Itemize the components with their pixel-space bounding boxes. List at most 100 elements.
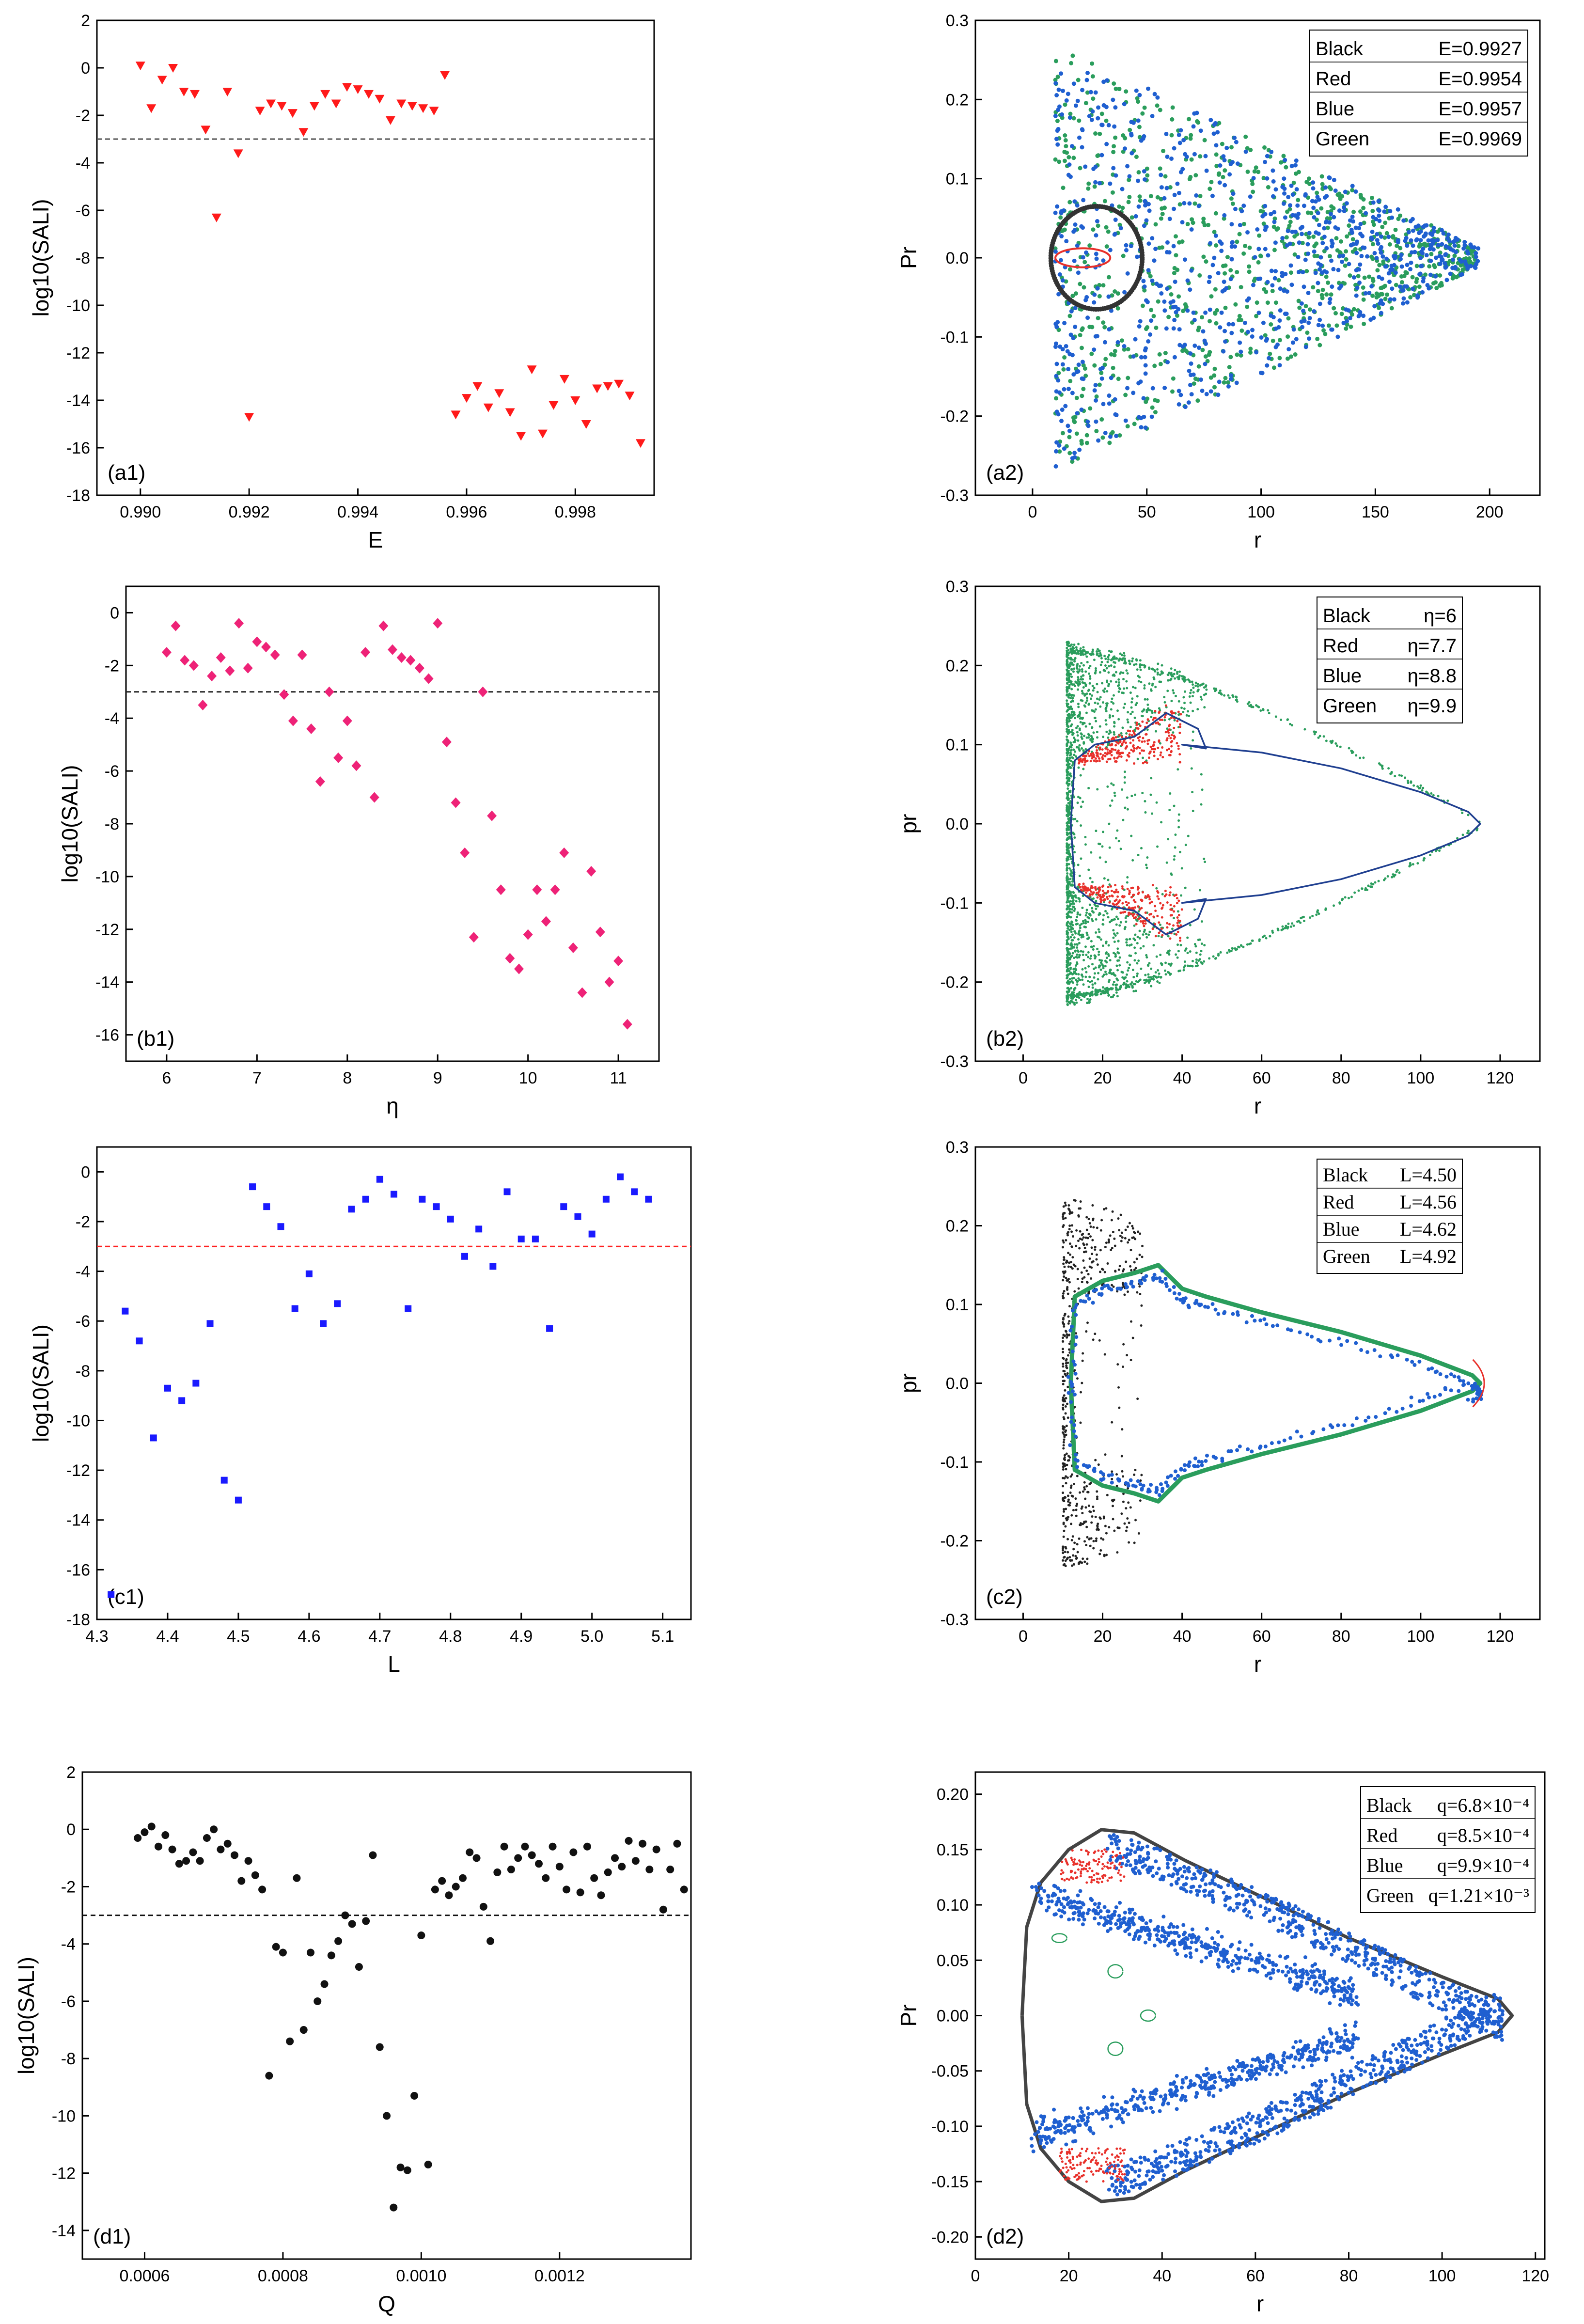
section-point bbox=[1173, 711, 1176, 714]
section-point bbox=[1170, 872, 1173, 875]
section-point bbox=[1243, 149, 1248, 154]
section-point bbox=[1311, 205, 1316, 210]
section-point bbox=[1174, 310, 1178, 314]
section-point bbox=[1079, 717, 1082, 720]
section-point bbox=[1305, 242, 1310, 247]
section-point bbox=[1101, 845, 1104, 848]
section-point bbox=[1056, 371, 1061, 376]
section-point bbox=[1167, 838, 1170, 841]
section-point bbox=[1129, 725, 1132, 728]
section-point bbox=[1086, 934, 1089, 937]
section-point bbox=[1177, 327, 1182, 332]
section-point bbox=[1204, 259, 1208, 264]
section-point bbox=[1251, 189, 1255, 194]
section-point bbox=[1149, 414, 1154, 419]
data-point bbox=[673, 1839, 681, 1848]
section-point bbox=[1272, 276, 1277, 281]
section-point bbox=[1145, 956, 1148, 959]
section-point bbox=[1148, 194, 1153, 199]
section-point bbox=[1083, 164, 1088, 169]
section-point bbox=[1094, 757, 1097, 760]
section-point bbox=[1258, 254, 1263, 259]
section-point bbox=[1076, 953, 1079, 956]
section-point bbox=[1362, 321, 1366, 326]
section-point bbox=[1128, 127, 1132, 132]
section-point bbox=[1132, 989, 1135, 992]
section-point bbox=[1295, 203, 1300, 208]
section-point bbox=[1476, 246, 1481, 251]
section-point bbox=[1208, 319, 1212, 324]
section-point bbox=[1237, 232, 1242, 236]
section-point bbox=[1087, 736, 1090, 739]
section-point bbox=[1106, 123, 1111, 127]
section-point bbox=[1229, 222, 1234, 227]
section-point bbox=[1169, 156, 1174, 161]
section-point bbox=[1182, 343, 1187, 347]
section-point bbox=[1289, 164, 1294, 169]
data-point bbox=[161, 1831, 170, 1839]
section-point bbox=[1112, 694, 1115, 697]
data-point bbox=[419, 1195, 426, 1203]
y-tick-label: -8 bbox=[76, 249, 90, 267]
section-point bbox=[1384, 256, 1389, 261]
section-point bbox=[1066, 933, 1068, 936]
data-point bbox=[493, 1868, 502, 1876]
section-point bbox=[1066, 710, 1068, 713]
section-point bbox=[1163, 895, 1166, 897]
section-point bbox=[1085, 419, 1090, 424]
section-point bbox=[1332, 177, 1336, 182]
section-point bbox=[1165, 286, 1170, 291]
section-point bbox=[1361, 205, 1366, 210]
section-point bbox=[1091, 963, 1094, 966]
section-point bbox=[1261, 936, 1264, 939]
section-point bbox=[1053, 113, 1058, 118]
section-point bbox=[1107, 665, 1110, 668]
section-point bbox=[1311, 914, 1314, 917]
data-point bbox=[161, 647, 172, 658]
section-point bbox=[1350, 184, 1355, 188]
section-point bbox=[1439, 281, 1444, 285]
section-point bbox=[1067, 911, 1070, 913]
section-point bbox=[1233, 302, 1238, 307]
section-point bbox=[1259, 335, 1264, 340]
section-point bbox=[1078, 942, 1081, 944]
section-point bbox=[1190, 747, 1192, 750]
section-point bbox=[1164, 731, 1167, 734]
section-point bbox=[1428, 231, 1433, 236]
section-point bbox=[1305, 330, 1310, 335]
section-point bbox=[1291, 327, 1296, 332]
section-point bbox=[1136, 974, 1139, 977]
section-point bbox=[1210, 263, 1215, 267]
section-point bbox=[1081, 885, 1084, 888]
section-point bbox=[1098, 958, 1101, 961]
section-point bbox=[1097, 702, 1099, 705]
section-point bbox=[1085, 911, 1088, 914]
section-point bbox=[1119, 848, 1122, 850]
section-point bbox=[1059, 71, 1064, 76]
section-point bbox=[1073, 306, 1078, 311]
section-point bbox=[1072, 199, 1077, 204]
plot-frame bbox=[125, 585, 660, 1062]
section-point bbox=[1104, 971, 1107, 974]
data-point bbox=[225, 665, 235, 676]
data-point bbox=[390, 2203, 398, 2212]
section-point bbox=[1086, 916, 1089, 919]
section-point bbox=[1325, 225, 1330, 230]
data-point bbox=[251, 1871, 259, 1879]
section-point bbox=[1071, 116, 1076, 121]
section-point bbox=[1097, 294, 1102, 298]
data-point bbox=[603, 382, 613, 391]
section-point bbox=[1076, 715, 1079, 718]
section-point bbox=[1411, 293, 1416, 298]
y-tick-label: -2 bbox=[105, 657, 119, 675]
section-point bbox=[1194, 681, 1197, 684]
section-point bbox=[1099, 111, 1104, 116]
section-point bbox=[1101, 701, 1104, 704]
x-tick-label: 10 bbox=[519, 1069, 537, 1087]
section-point bbox=[1393, 270, 1398, 275]
section-point bbox=[1079, 886, 1082, 889]
section-point bbox=[1110, 430, 1115, 435]
section-point bbox=[1108, 988, 1111, 991]
section-point bbox=[1080, 733, 1083, 736]
section-point bbox=[1145, 166, 1149, 171]
